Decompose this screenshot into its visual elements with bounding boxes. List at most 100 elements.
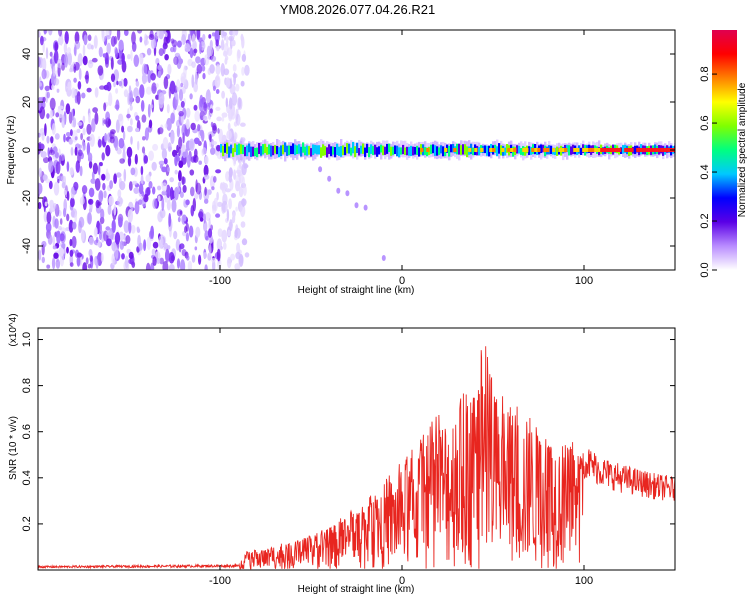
spectrogram-noise-cell [188,225,194,238]
spectrogram-band-peak [660,148,664,152]
spectrogram-noise-cell [109,136,115,144]
spectrogram-band-cell [414,147,417,155]
spectrogram-noise-cell [48,30,53,36]
spectrogram-band-cell [440,145,443,154]
spectrogram-y-tick-label: -40 [21,238,33,254]
spectrogram-noise-cell [203,252,207,259]
spectrogram-noise-cell [38,82,42,87]
spectrogram-noise-cell [69,249,74,257]
spectrogram-noise-cell [94,112,99,125]
spectrogram-noise-cell [169,186,174,201]
snr-y-tick-label: 1.0 [21,332,33,347]
spectrogram-noise-cell [215,89,220,94]
spectrogram-band-cell [288,145,291,155]
spectrogram-band-cell [242,144,245,155]
spectrogram-band-peak [492,148,496,152]
spectrogram-noise-cell [193,156,197,163]
spectrogram-noise-cell [212,125,218,134]
spectrogram-noise-cell [217,201,223,208]
spectrogram-band-cell [224,143,227,153]
colorbar-tick-label: 0.0 [699,262,711,277]
spectrogram-band-peak [609,148,613,152]
spectrogram-band-cell [484,145,487,154]
spectrogram-band-cell [334,147,337,158]
spectrogram-noise-cell [123,168,127,182]
spectrogram-noise-cell [169,177,174,183]
spectrogram-noise-cell [44,85,50,92]
spectrogram-noise-cell [118,80,123,87]
spectrogram-x-tick-label: 100 [575,275,593,287]
spectrogram-noise-cell [176,125,180,138]
spectrogram-noise-cell [140,100,145,112]
spectrogram-noise-cell [140,174,144,185]
snr-y-scale-note: (x10^4) [8,313,19,346]
spectrogram-band-cell [412,146,415,156]
spectrogram-band-cell [364,147,367,158]
spectrogram-noise-cell [91,57,98,63]
spectrogram-noise-cell [157,70,162,79]
spectrogram-noise-cell [59,218,63,225]
spectrogram-noise-cell [235,206,238,212]
spectrogram-band-peak [642,148,646,152]
spectrogram-noise-cell [189,47,194,59]
spectrogram-noise-cell [170,112,175,124]
spectrogram-noise-cell [208,46,213,57]
spectrogram-noise-cell [82,55,88,66]
spectrogram-noise-cell [209,108,213,114]
spectrogram-noise-cell [55,161,61,175]
spectrogram-band-cell [328,144,331,154]
spectrogram-noise-cell [241,66,245,76]
spectrogram-noise-cell [124,30,129,36]
spectrogram-noise-cell [131,41,137,52]
spectrogram-band-cell [350,147,353,156]
spectrogram-noise-cell [109,180,113,190]
spectrogram-band-peak [489,148,493,152]
spectrogram-noise-cell [162,261,169,270]
spectrogram-noise-cell [138,183,144,195]
spectrogram-noise-cell [130,224,136,234]
spectrogram-noise-cell [216,248,221,262]
spectrogram-noise-cell [190,122,196,131]
spectrogram-noise-cell [228,108,234,120]
spectrogram-noise-cell [52,245,57,250]
spectrogram-noise-cell [130,167,136,176]
spectrogram-noise-cell [187,260,193,270]
spectrogram-noise-cell [134,153,138,165]
spectrogram-noise-cell [67,52,72,66]
spectrogram-noise-cell [73,181,79,191]
spectrogram-noise-cell [83,142,86,151]
spectrogram-noise-cell [149,104,154,109]
spectrogram-noise-cell [61,62,65,71]
spectrogram-noise-cell [189,30,194,37]
spectrogram-noise-cell [225,188,231,193]
snr-x-ticks: -100 0 100 [209,328,593,587]
spectrogram-noise-cell [38,249,42,261]
spectrogram-band-peak [510,148,514,152]
spectrogram-band-cell [402,144,405,155]
spectrogram-noise-cell [170,130,175,145]
spectrogram-noise-cell [166,104,170,114]
spectrogram-noise-cell [226,256,232,269]
spectrogram-noise-cell [38,167,42,178]
spectrogram-noise-cell [144,39,149,46]
spectrogram-noise-cell [203,220,208,232]
spectrogram-band-cell [498,143,501,154]
spectrogram-band-cell [634,145,637,155]
spectrogram-band-cell [236,144,239,156]
spectrogram-noise-cell [135,115,140,121]
spectrogram-band-cell [234,143,237,153]
spectrogram-noise-cell [203,164,209,177]
spectrogram-noise-cell [220,39,225,51]
spectrogram-panel: -100 0 100 40 20 0 -20 -40 Height of straight … [6,29,676,296]
spectrogram-noise-cell [61,175,65,183]
spectrogram-noise-cell [185,107,191,118]
snr-background [38,328,675,570]
spectrogram-noise-cell [56,58,63,69]
spectrogram-noise-cell [140,165,144,176]
spectrogram-noise-cell [161,182,168,192]
spectrogram-noise-cell [226,35,229,47]
spectrogram-noise-cell [107,204,112,215]
spectrogram-noise-cell [114,247,119,260]
spectrogram-noise-cell [128,251,134,259]
spectrogram-noise-cell [42,96,46,103]
